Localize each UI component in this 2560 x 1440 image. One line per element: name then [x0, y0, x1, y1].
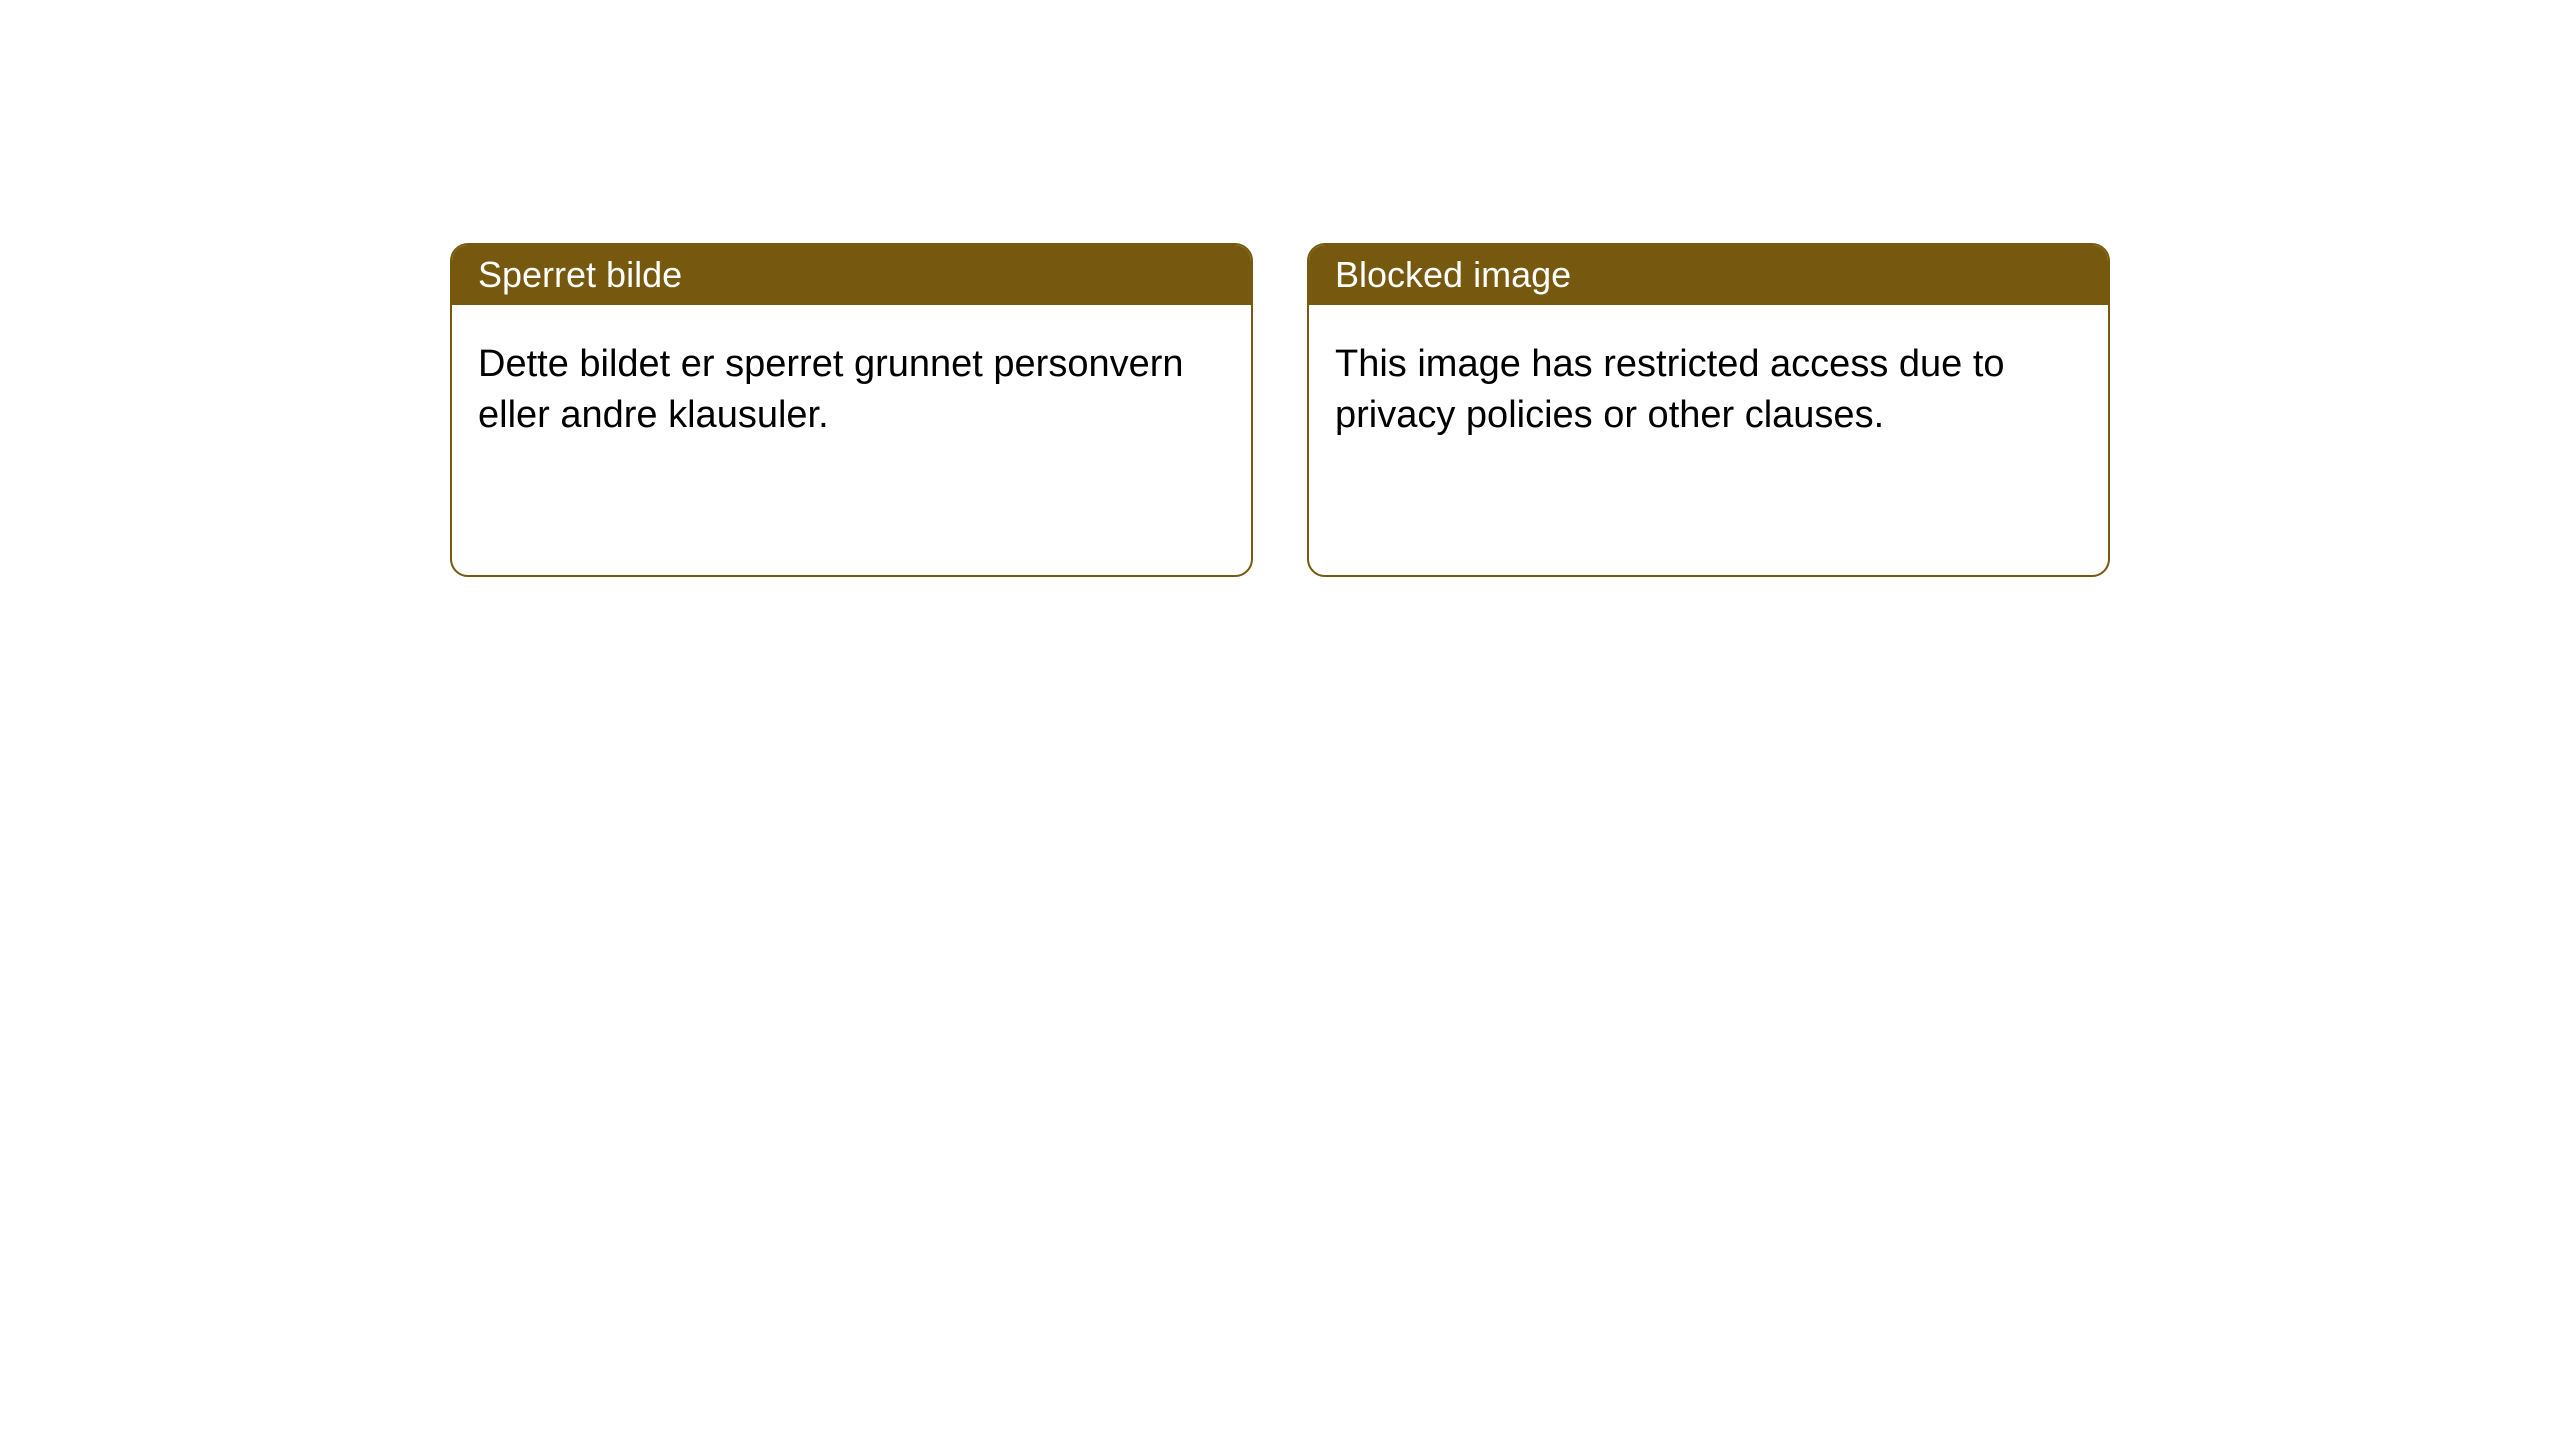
notice-title: Sperret bilde	[478, 254, 682, 296]
notice-container: Sperret bilde Dette bildet er sperret gr…	[0, 0, 2560, 577]
notice-header: Blocked image	[1309, 245, 2108, 305]
notice-body: Dette bildet er sperret grunnet personve…	[452, 305, 1251, 476]
notice-body: This image has restricted access due to …	[1309, 305, 2108, 476]
notice-text: This image has restricted access due to …	[1335, 343, 2005, 436]
notice-text: Dette bildet er sperret grunnet personve…	[478, 343, 1184, 436]
notice-card-english: Blocked image This image has restricted …	[1307, 243, 2110, 577]
notice-card-norwegian: Sperret bilde Dette bildet er sperret gr…	[450, 243, 1253, 577]
notice-title: Blocked image	[1335, 254, 1571, 296]
notice-header: Sperret bilde	[452, 245, 1251, 305]
